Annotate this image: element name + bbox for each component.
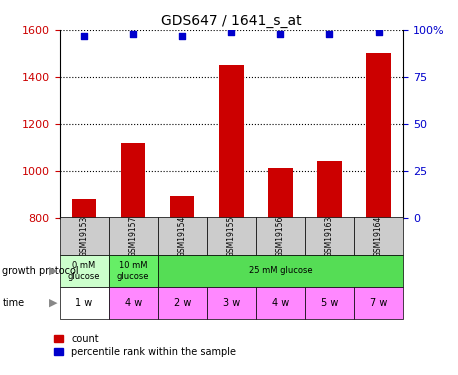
FancyBboxPatch shape — [158, 287, 207, 319]
Point — [228, 29, 235, 35]
Point — [375, 29, 382, 35]
Text: 1 w: 1 w — [76, 298, 93, 308]
Point — [277, 31, 284, 37]
Text: GSM19156: GSM19156 — [276, 216, 285, 257]
Bar — [72, 199, 96, 217]
FancyBboxPatch shape — [158, 255, 403, 287]
FancyBboxPatch shape — [354, 217, 403, 255]
Text: GSM19164: GSM19164 — [374, 216, 383, 257]
Text: 25 mM glucose: 25 mM glucose — [249, 266, 312, 275]
FancyBboxPatch shape — [207, 287, 256, 319]
Text: growth protocol: growth protocol — [2, 266, 79, 276]
Bar — [317, 161, 342, 218]
Text: 0 mM
glucose: 0 mM glucose — [68, 261, 100, 280]
Text: 10 mM
glucose: 10 mM glucose — [117, 261, 149, 280]
Bar — [366, 54, 391, 217]
Title: GDS647 / 1641_s_at: GDS647 / 1641_s_at — [161, 13, 302, 28]
FancyBboxPatch shape — [109, 255, 158, 287]
Legend: count, percentile rank within the sample: count, percentile rank within the sample — [51, 331, 239, 360]
Bar — [170, 196, 195, 217]
Bar — [121, 142, 145, 218]
FancyBboxPatch shape — [354, 287, 403, 319]
Text: time: time — [2, 298, 24, 307]
FancyBboxPatch shape — [60, 217, 109, 255]
Text: 2 w: 2 w — [174, 298, 191, 308]
Text: GSM19154: GSM19154 — [178, 216, 187, 257]
Text: GSM19153: GSM19153 — [80, 216, 88, 257]
FancyBboxPatch shape — [256, 217, 305, 255]
Text: GSM19155: GSM19155 — [227, 216, 236, 257]
Text: ▶: ▶ — [49, 266, 58, 276]
Text: 7 w: 7 w — [370, 298, 387, 308]
FancyBboxPatch shape — [109, 217, 158, 255]
Point — [81, 33, 88, 39]
Point — [326, 31, 333, 37]
Bar — [219, 65, 244, 218]
Text: ▶: ▶ — [49, 298, 58, 307]
Text: GSM19157: GSM19157 — [129, 216, 138, 257]
FancyBboxPatch shape — [109, 287, 158, 319]
FancyBboxPatch shape — [60, 255, 109, 287]
Text: 5 w: 5 w — [321, 298, 338, 308]
FancyBboxPatch shape — [60, 287, 109, 319]
FancyBboxPatch shape — [305, 287, 354, 319]
FancyBboxPatch shape — [207, 217, 256, 255]
Bar — [268, 168, 293, 217]
Point — [130, 31, 137, 37]
Text: 4 w: 4 w — [272, 298, 289, 308]
FancyBboxPatch shape — [305, 217, 354, 255]
Text: 3 w: 3 w — [223, 298, 240, 308]
FancyBboxPatch shape — [256, 287, 305, 319]
FancyBboxPatch shape — [158, 217, 207, 255]
Text: GSM19163: GSM19163 — [325, 216, 334, 257]
Text: 4 w: 4 w — [125, 298, 142, 308]
Point — [179, 33, 186, 39]
